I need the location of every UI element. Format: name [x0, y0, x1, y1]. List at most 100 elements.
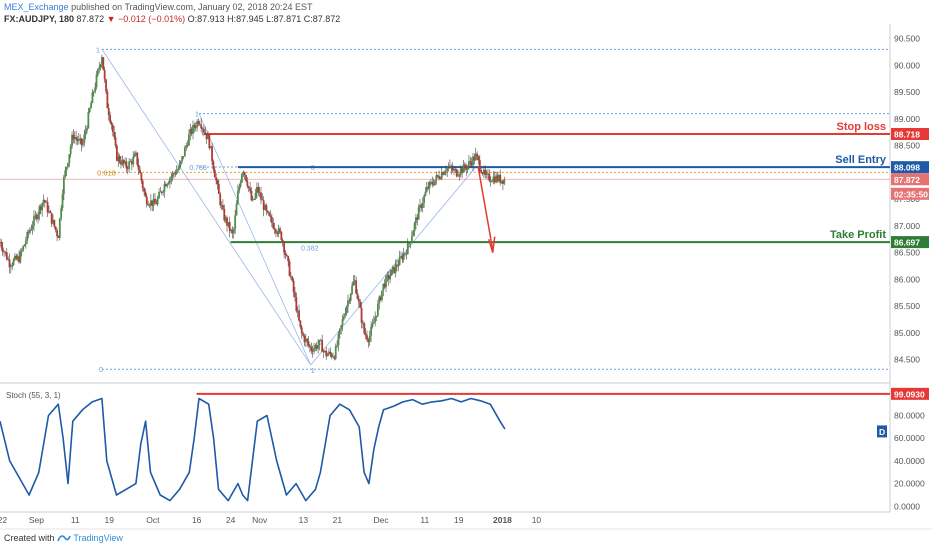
candle-body [128, 161, 131, 169]
candle-body [419, 204, 421, 208]
candle-body [357, 298, 360, 302]
time-tick-label: Dec [374, 515, 390, 525]
candle-body [493, 176, 496, 183]
candle-body [315, 345, 318, 349]
candle-body [283, 242, 285, 253]
price-tick-label: 90.000 [894, 60, 920, 70]
candle-body [296, 310, 299, 312]
candle-body [265, 205, 268, 211]
candle-body [212, 161, 215, 170]
candle-body [87, 112, 90, 128]
candle-body [468, 161, 470, 166]
stoch-tick-label: 40.0000 [894, 456, 925, 466]
candle-body [347, 300, 349, 307]
candle-body [461, 168, 464, 173]
symbol-info: FX:AUDJPY, 180 87.872 ▼ −0.012 (−0.01%) … [4, 14, 340, 24]
time-tick-label: 22 [0, 515, 7, 525]
candle-body [205, 133, 208, 140]
candle-body [321, 339, 324, 353]
candle-body [391, 266, 394, 270]
candle-body [226, 217, 228, 226]
candle-body [304, 338, 307, 343]
candle-body [367, 339, 370, 343]
candle-body [14, 255, 16, 260]
candle-body [472, 156, 474, 166]
candle-body [319, 339, 322, 341]
candle-body [182, 156, 185, 158]
candle-body [60, 208, 63, 219]
candle-body [457, 175, 459, 177]
candle-body [416, 217, 419, 220]
candle-body [9, 266, 12, 268]
candle-body [413, 223, 416, 232]
candle-body [447, 167, 450, 169]
candle-body [446, 167, 449, 171]
price-tick-label: 85.000 [894, 328, 920, 338]
candle-body [325, 350, 328, 357]
candle-body [207, 135, 209, 140]
candle-body [50, 212, 53, 224]
candle-body [455, 169, 458, 177]
candle-body [431, 181, 434, 185]
symbol-name[interactable]: FX:AUDJPY, 180 [4, 14, 75, 24]
candle-body [24, 241, 27, 245]
candle-body [269, 215, 272, 218]
price-tick-label: 86.500 [894, 248, 920, 258]
candle-body [178, 164, 181, 169]
candle-body [94, 87, 97, 92]
candle-body [258, 192, 261, 194]
candle-body [190, 128, 193, 134]
tradingview-link[interactable]: TradingView [73, 533, 123, 543]
candle-body [118, 156, 121, 162]
stoch-tick-label: 0.0000 [894, 501, 920, 511]
candle-body [462, 164, 465, 173]
candle-body [193, 124, 196, 128]
candle-body [109, 115, 112, 122]
candle-body [364, 333, 367, 336]
candle-body [439, 178, 442, 180]
candle-body [58, 218, 61, 238]
sell-entry-label: Sell Entry [835, 154, 887, 166]
fib-label-1-top: 1 [96, 47, 100, 54]
candle-body [137, 164, 140, 170]
candle-body [219, 193, 222, 206]
candle-body [382, 283, 385, 291]
candle-body [170, 176, 173, 179]
candle-body [243, 172, 246, 176]
candle-body [52, 219, 54, 224]
published-text: published on TradingView.com, January 02… [71, 2, 313, 12]
candle-body [62, 176, 65, 195]
candle-body [173, 173, 175, 174]
candle-body [484, 169, 487, 175]
publisher-link[interactable]: MEX_Exchange [4, 2, 69, 12]
candle-body [314, 345, 317, 349]
candle-body [41, 203, 44, 211]
stoch-line [0, 397, 506, 502]
candle-body [171, 173, 174, 177]
stoch-tick-label: 60.0000 [894, 433, 925, 443]
candle-body [428, 181, 431, 189]
candle-body [46, 201, 49, 213]
candle-body [332, 356, 334, 358]
candle-body [71, 134, 73, 147]
candle-body [298, 310, 300, 321]
candle-body [139, 169, 141, 174]
candle-body [393, 266, 396, 273]
candle-body [177, 168, 179, 171]
candle-body [31, 225, 34, 230]
candle-body [329, 351, 332, 354]
stop-loss-label: Stop loss [836, 121, 886, 133]
fib-trendline [198, 113, 312, 366]
candle-body [337, 334, 340, 346]
price-tag-label: 87.872 [894, 175, 920, 185]
candle-body [453, 169, 455, 171]
candle-body [360, 307, 363, 323]
candle-body [103, 69, 106, 80]
price-tick-label: 90.500 [894, 34, 920, 44]
candle-body [124, 161, 126, 164]
candle-body [35, 215, 38, 220]
candle-body [185, 145, 188, 148]
candle-body [1, 247, 4, 252]
candle-body [502, 180, 504, 184]
